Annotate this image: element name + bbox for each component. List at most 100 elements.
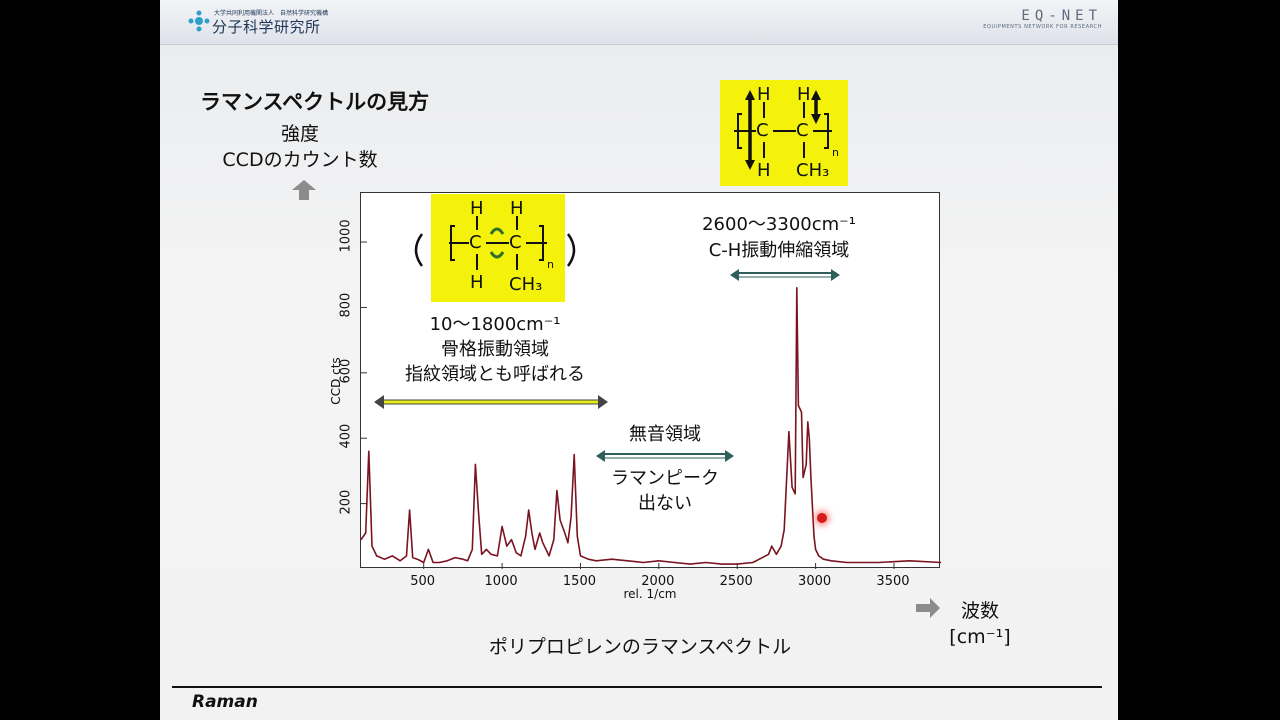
spectrum-point xyxy=(361,539,362,541)
slide-title: ラマンスペクトルの見方 xyxy=(200,90,430,114)
wavenumber-label-line1: 波数 xyxy=(960,600,999,622)
spectrum-point xyxy=(940,561,941,564)
spectrum-point xyxy=(780,545,782,547)
spectrum-point xyxy=(376,555,378,557)
spectrum-point xyxy=(510,539,513,541)
ims-name: 分子科学研究所 xyxy=(212,18,321,36)
spectrum-point xyxy=(528,509,530,511)
footer-divider xyxy=(172,686,1102,688)
intensity-label: 強度 CCDのカウント数 xyxy=(200,121,400,173)
spectrum-point xyxy=(797,404,799,407)
raman-spectrum-chart xyxy=(361,241,941,569)
fingerprint-annotation: 10～1800cm⁻¹ 骨格振動領域 指紋領域とも呼ばれる xyxy=(370,312,620,387)
spectrum-point xyxy=(567,542,569,544)
spectrum-plot xyxy=(360,192,941,569)
structure-small-ch3: CH₃ xyxy=(509,274,543,295)
silent-annotation: 無音領域 ラマンピーク 出ない xyxy=(580,422,750,516)
slide: 大学共同利用機関法人 自然科学研究機構 分子科学研究所 EQ-NET EQUIP… xyxy=(160,0,1118,720)
structure-large-c1: C xyxy=(756,120,769,141)
spectrum-point xyxy=(587,558,589,560)
spectrum-point xyxy=(815,548,817,550)
eqnet-subtitle: EQUIPMENTS NETWORK FOR RESEARCH xyxy=(983,24,1102,30)
spectrum-point xyxy=(611,558,613,560)
spectrum-point xyxy=(794,493,796,495)
spectrum-point xyxy=(432,561,434,564)
ims-logo-icon xyxy=(188,10,210,32)
structure-large-ch3: CH₃ xyxy=(796,160,830,181)
spectrum-point xyxy=(438,561,440,564)
spectrum-point xyxy=(673,561,676,564)
ch-annotation: 2600～3300cm⁻¹ C-H振動伸縮領域 xyxy=(684,212,874,264)
spectrum-point xyxy=(909,560,911,562)
spectrum-point xyxy=(539,532,541,534)
spectrum-point xyxy=(846,561,848,564)
spectrum-point xyxy=(485,548,487,550)
fingerprint-range: 10～1800cm⁻¹ xyxy=(429,314,561,335)
spectrum-point xyxy=(705,561,707,564)
spectrum-point xyxy=(783,529,785,531)
intensity-label-line2: CCDのカウント数 xyxy=(222,149,378,171)
structure-small-n: n xyxy=(547,258,554,271)
structure-large-n: n xyxy=(832,146,839,159)
spectrum-point xyxy=(576,535,578,537)
ch-range-arrow xyxy=(730,269,840,281)
spectrum-point xyxy=(573,454,575,456)
spectrum-point xyxy=(720,563,723,565)
spectrum-point xyxy=(658,560,660,562)
spectrum-point xyxy=(454,557,456,559)
arrow-right-icon xyxy=(916,598,940,618)
eqnet-name: EQ-NET xyxy=(1021,8,1102,24)
x-tick-label: 1500 xyxy=(562,574,596,589)
ch-region-label: C-H振動伸縮領域 xyxy=(708,240,850,261)
fingerprint-range-arrow xyxy=(374,395,608,409)
spectrum-point xyxy=(788,431,790,433)
spectrum-point xyxy=(808,437,810,439)
spectrum-point xyxy=(626,560,629,562)
spectrum-caption: ポリプロピレンのラマンスペクトル xyxy=(488,636,792,658)
spectrum-point xyxy=(570,516,572,518)
spectrum-point xyxy=(802,476,804,479)
structure-small-c2: C xyxy=(509,232,522,253)
spectrum-point xyxy=(496,555,498,557)
spectrum-point xyxy=(689,563,691,565)
spectrum-point xyxy=(559,519,561,521)
spectrum-point xyxy=(548,555,550,557)
spectrum-point xyxy=(405,555,408,557)
laser-pointer-dot xyxy=(817,513,827,523)
y-tick-label: 200 xyxy=(338,489,354,515)
spectrum-point xyxy=(371,545,373,547)
spectrum-point xyxy=(409,509,411,511)
ch-range: 2600～3300cm⁻¹ xyxy=(702,214,856,235)
structure-large-h1: H xyxy=(757,84,771,105)
spectrum-point xyxy=(412,557,414,559)
x-tick-label: 2000 xyxy=(641,574,675,589)
ims-organization: 大学共同利用機関法人 自然科学研究機構 xyxy=(214,10,329,17)
intensity-label-line1: 強度 xyxy=(280,123,319,145)
spectrum-point xyxy=(813,535,815,537)
spectrum-point xyxy=(423,561,425,564)
spectrum-point xyxy=(822,558,824,560)
spectrum-point xyxy=(642,561,644,564)
spectrum-point xyxy=(478,512,480,514)
spectrum-point xyxy=(481,553,483,555)
spectrum-point xyxy=(796,287,798,289)
structure-large-h3: H xyxy=(757,160,771,181)
footer-label: Raman xyxy=(192,692,258,712)
spectrum-point xyxy=(752,561,754,564)
spectrum-point xyxy=(467,560,469,562)
spectrum-point xyxy=(542,542,544,544)
spectrum-point xyxy=(771,545,773,547)
spectrum-point xyxy=(556,489,558,492)
spectrum-point xyxy=(791,486,793,488)
arrow-up-icon xyxy=(292,180,316,200)
wavenumber-unit: [cm⁻¹] xyxy=(949,626,1011,648)
spectrum-point xyxy=(446,560,448,562)
spectrum-point xyxy=(810,476,812,479)
spectrum-point xyxy=(383,558,386,560)
spectrum-point xyxy=(525,535,527,537)
fingerprint-paren-icons xyxy=(414,233,576,267)
spectrum-point xyxy=(365,532,367,534)
spectrum-point xyxy=(800,411,803,413)
spectrum-point xyxy=(564,532,566,534)
structure-large-c2: C xyxy=(796,120,809,141)
